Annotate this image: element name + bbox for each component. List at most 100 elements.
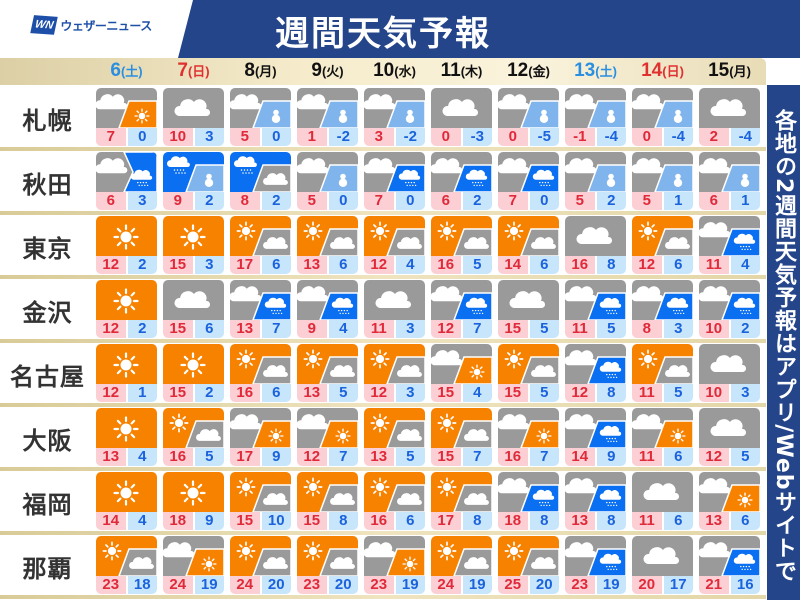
forecast-cell[interactable]: 13 5 (364, 408, 425, 466)
low-temp: 9 (194, 512, 224, 530)
forecast-cell[interactable]: 25 20 (498, 536, 559, 594)
snowman-icon (539, 109, 549, 123)
forecast-cell[interactable]: 13 7 (230, 280, 291, 338)
forecast-cell[interactable]: 15 5 (498, 280, 559, 338)
forecast-cell[interactable]: 1 -2 (297, 88, 358, 146)
row-divider (0, 275, 766, 279)
forecast-cell[interactable]: 14 6 (498, 216, 559, 274)
forecast-cell[interactable]: 0 -5 (498, 88, 559, 146)
forecast-cell[interactable]: 24 19 (431, 536, 492, 594)
forecast-cell[interactable]: 12 7 (431, 280, 492, 338)
forecast-cell[interactable]: 24 19 (163, 536, 224, 594)
forecast-cell[interactable]: 14 9 (565, 408, 626, 466)
app-promo-banner[interactable]: 各地の2週間天気予報はアプリ/Webサイトで (767, 85, 800, 600)
forecast-cell[interactable]: 23 19 (565, 536, 626, 594)
forecast-cell[interactable]: 11 3 (364, 280, 425, 338)
forecast-cell[interactable]: 13 6 (297, 216, 358, 274)
forecast-cell[interactable]: 15 10 (230, 472, 291, 530)
low-temp: -4 (663, 128, 693, 146)
forecast-cell[interactable]: 12 6 (632, 216, 693, 274)
forecast-cell[interactable]: 15 4 (431, 344, 492, 402)
forecast-cell[interactable]: 23 19 (364, 536, 425, 594)
forecast-cell[interactable]: 14 4 (96, 472, 157, 530)
low-temp: 5 (529, 384, 559, 402)
cloud-icon (565, 542, 597, 558)
forecast-cell[interactable]: 13 5 (297, 344, 358, 402)
forecast-cell[interactable]: 16 6 (230, 344, 291, 402)
forecast-cell[interactable]: 16 5 (163, 408, 224, 466)
low-temp: 9 (596, 448, 626, 466)
date-header: 12(金) (498, 60, 559, 82)
forecast-cell[interactable]: 12 2 (96, 216, 157, 274)
forecast-cell[interactable]: 15 2 (163, 344, 224, 402)
forecast-cell[interactable]: 16 5 (431, 216, 492, 274)
forecast-cell[interactable]: 24 20 (230, 536, 291, 594)
forecast-cell[interactable]: 2 -4 (699, 88, 760, 146)
forecast-cell[interactable]: 21 16 (699, 536, 760, 594)
forecast-cell[interactable]: 12 8 (565, 344, 626, 402)
date-day: 13 (574, 60, 596, 81)
forecast-cell[interactable]: 12 3 (364, 344, 425, 402)
high-temp: 6 (96, 192, 126, 210)
forecast-cell[interactable]: 11 6 (632, 408, 693, 466)
forecast-cell[interactable]: 20 17 (632, 536, 693, 594)
forecast-cell[interactable]: 17 8 (431, 472, 492, 530)
forecast-cell[interactable]: 18 9 (163, 472, 224, 530)
weathernews-logo[interactable]: WN ウェザーニュース (30, 15, 152, 35)
forecast-cell[interactable]: 0 -3 (431, 88, 492, 146)
snow-area (654, 100, 693, 128)
low-temp: 6 (395, 512, 425, 530)
forecast-cell[interactable]: 3 -2 (364, 88, 425, 146)
forecast-cell[interactable]: 10 3 (699, 344, 760, 402)
forecast-cell[interactable]: 15 6 (163, 280, 224, 338)
forecast-cell[interactable]: 12 4 (364, 216, 425, 274)
forecast-cell[interactable]: 13 4 (96, 408, 157, 466)
forecast-cell[interactable]: 12 1 (96, 344, 157, 402)
forecast-cell[interactable]: 11 5 (632, 344, 693, 402)
forecast-cell[interactable]: 16 7 (498, 408, 559, 466)
forecast-cell[interactable]: 11 4 (699, 216, 760, 274)
forecast-cell[interactable]: 10 2 (699, 280, 760, 338)
forecast-cell[interactable]: 11 6 (632, 472, 693, 530)
forecast-cell[interactable]: 12 7 (297, 408, 358, 466)
forecast-cell[interactable]: 23 18 (96, 536, 157, 594)
forecast-cell[interactable]: 18 8 (498, 472, 559, 530)
forecast-cell[interactable]: 12 2 (96, 280, 157, 338)
sun-icon (370, 349, 390, 369)
forecast-cell[interactable]: 17 6 (230, 216, 291, 274)
forecast-cell[interactable]: 15 7 (431, 408, 492, 466)
forecast-cell[interactable]: 13 6 (699, 472, 760, 530)
cloud-icon (263, 173, 288, 185)
low-temp: 6 (328, 256, 358, 274)
forecast-cell[interactable]: 16 8 (565, 216, 626, 274)
high-temp: 5 (632, 192, 662, 210)
forecast-cell[interactable]: 11 5 (565, 280, 626, 338)
forecast-cell[interactable]: -1 -4 (565, 88, 626, 146)
forecast-cell[interactable]: 15 3 (163, 216, 224, 274)
forecast-cell[interactable]: 13 8 (565, 472, 626, 530)
low-temp: 16 (730, 576, 760, 594)
row-divider (0, 339, 766, 343)
forecast-cell[interactable]: 23 20 (297, 536, 358, 594)
forecast-cell[interactable]: 17 9 (230, 408, 291, 466)
forecast-cell[interactable]: 16 6 (364, 472, 425, 530)
forecast-cell[interactable]: 10 3 (163, 88, 224, 146)
forecast-cell[interactable]: 15 8 (297, 472, 358, 530)
forecast-cell[interactable]: 15 5 (498, 344, 559, 402)
forecast-cell[interactable]: 12 5 (699, 408, 760, 466)
forecast-cell[interactable]: 0 -4 (632, 88, 693, 146)
